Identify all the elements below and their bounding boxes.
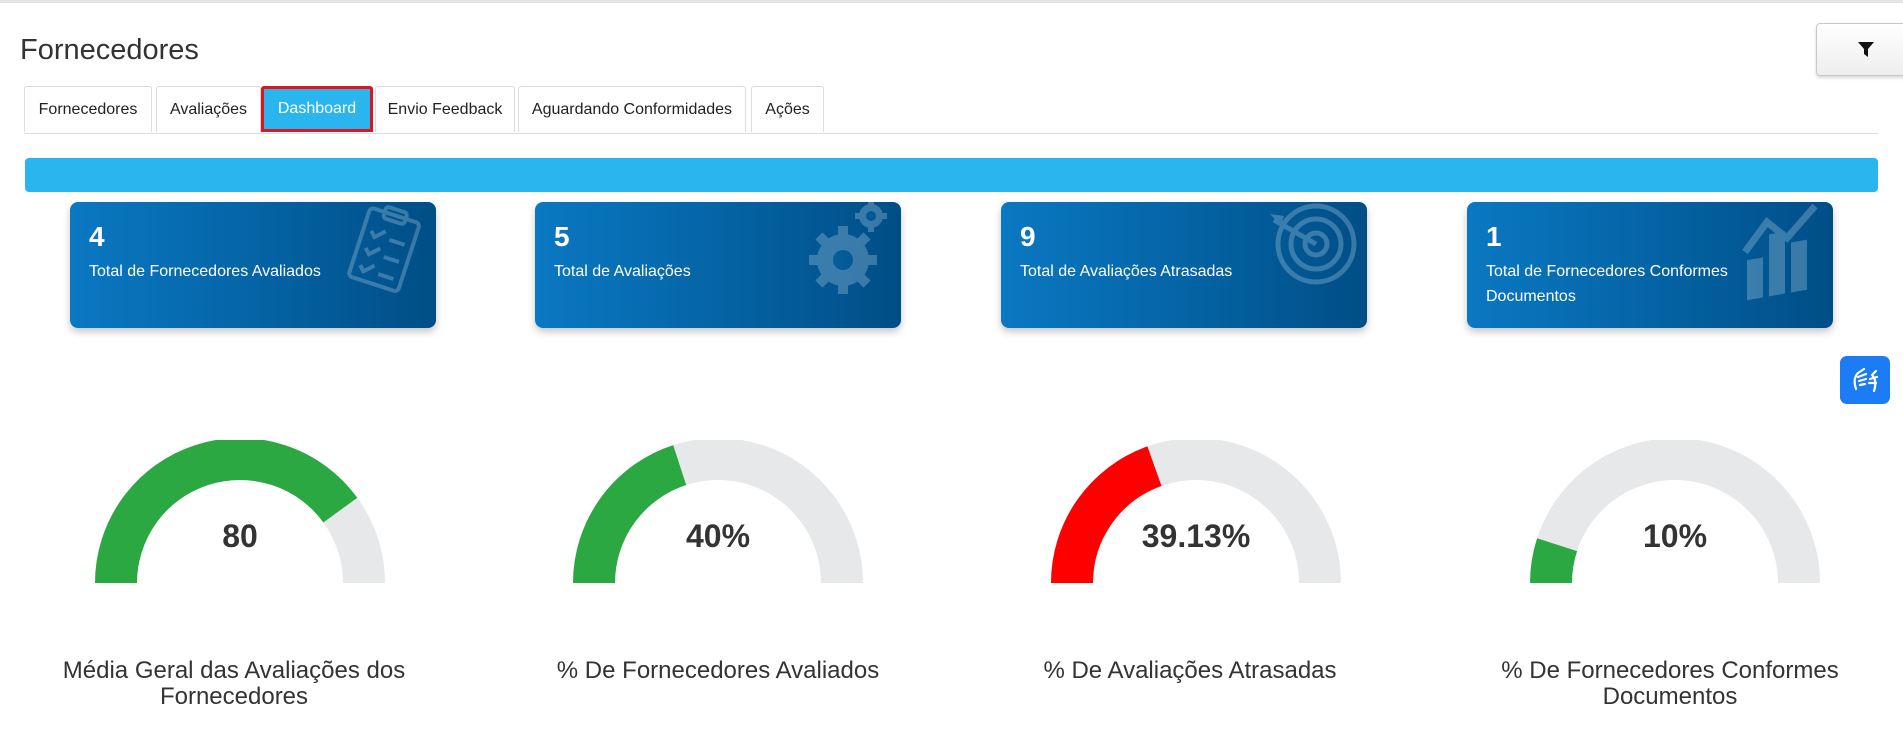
card-label: Total de Avaliações Atrasadas [1020, 263, 1233, 280]
target-icon [1270, 203, 1357, 285]
card-value: 5 [554, 221, 570, 252]
filter-icon [1857, 41, 1874, 57]
tab-acoes[interactable]: Ações [751, 86, 824, 132]
card-avaliacoes-atrasadas: 9 Total de Avaliações Atrasadas [1001, 202, 1367, 328]
accessibility-button[interactable] [1840, 356, 1890, 404]
gauge-value: 80 [222, 518, 258, 554]
tab-aguardando-conformidades[interactable]: Aguardando Conformidades [518, 86, 746, 132]
card-label: Total de Avaliações [554, 263, 691, 280]
gauge-title: Média Geral das Avaliações dos Fornecedo… [62, 657, 406, 710]
gauge-title: % De Fornecedores Avaliados [556, 657, 880, 684]
gauge-fornecedores-avaliados [573, 440, 863, 584]
card-label: Total de Fornecedores Conformes Document… [1486, 263, 1728, 305]
tab-fornecedores[interactable]: Fornecedores [24, 86, 152, 132]
tab-dashboard[interactable]: Dashboard [261, 86, 373, 132]
card-value: 9 [1020, 221, 1036, 252]
gears-icon [809, 202, 887, 294]
gauge-avaliacoes-atrasadas [1051, 440, 1341, 584]
sign-language-hands-icon [1853, 367, 1879, 393]
card-fornecedores-avaliados: 4 Total de Fornecedores Avaliados [70, 202, 436, 328]
gauge-fill [95, 440, 358, 584]
chart-icon [1742, 203, 1818, 301]
gauge-track [1530, 440, 1820, 584]
card-label: Total de Fornecedores Avaliados [89, 263, 321, 280]
gauge-media-geral [95, 440, 385, 584]
dashboard-header-bar [25, 158, 1878, 192]
card-value: 1 [1486, 221, 1502, 252]
gauge-title: % De Avaliações Atrasadas [1043, 657, 1337, 684]
top-border [0, 0, 1903, 3]
gauge-title: % De Fornecedores Conformes Documentos [1501, 657, 1839, 710]
gauge-fill [1530, 538, 1578, 584]
card-fornecedores-conformes: 1 Total de Fornecedores Conformes Docume… [1467, 202, 1833, 328]
page-title: Fornecedores [20, 34, 199, 66]
gauge-value: 10% [1642, 518, 1708, 554]
gauge-fill [1051, 446, 1163, 584]
gauge-value: 39.13% [1141, 518, 1251, 554]
tabs-bar: Fornecedores Avaliações Dashboard Envio … [24, 86, 1878, 134]
filter-button[interactable] [1816, 23, 1903, 76]
tab-envio-feedback[interactable]: Envio Feedback [375, 86, 515, 132]
card-value: 4 [89, 221, 105, 252]
tab-avaliacoes[interactable]: Avaliações [156, 86, 261, 132]
gauge-value: 40% [685, 518, 751, 554]
clipboard-checklist-icon [347, 205, 421, 293]
gauge-fill [573, 445, 687, 584]
card-total-avaliacoes: 5 Total de Avaliações [535, 202, 901, 328]
gauge-fornecedores-conformes [1530, 440, 1820, 584]
